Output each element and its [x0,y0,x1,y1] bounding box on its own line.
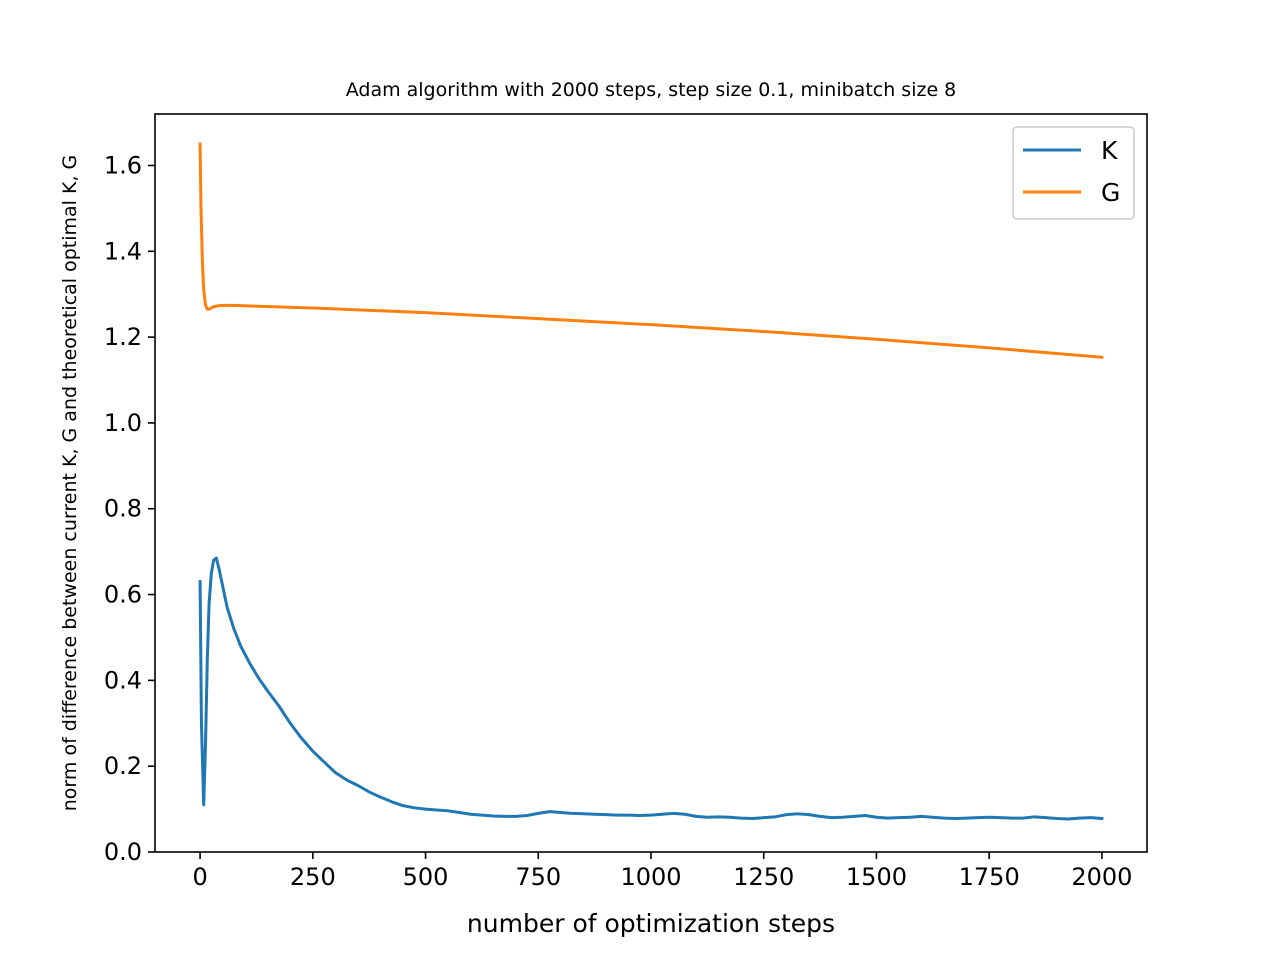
y-tick-label: 1.2 [104,323,142,351]
x-tick-label: 500 [403,863,449,891]
x-axis-label: number of optimization steps [467,909,835,938]
x-tick-label: 250 [290,863,336,891]
y-tick-label: 0.2 [104,752,142,780]
y-tick-label: 1.6 [104,151,142,179]
x-tick-label: 1250 [733,863,794,891]
y-tick-label: 1.0 [104,409,142,437]
y-tick-label: 0.4 [104,666,142,694]
plot-area [198,142,1104,821]
y-tick-label: 1.4 [104,237,142,265]
x-tick-label: 2000 [1071,863,1132,891]
y-tick-label: 0.6 [104,581,142,609]
x-tick-label: 750 [515,863,561,891]
legend-label-k: K [1101,136,1118,165]
x-tick-label: 1750 [959,863,1020,891]
x-tick-label: 1000 [620,863,681,891]
y-axis-label: norm of difference between current K, G … [59,155,81,812]
x-tick-label: 0 [192,863,207,891]
chart-title: Adam algorithm with 2000 steps, step siz… [346,79,957,101]
y-axis: 0.0 0.2 0.4 0.6 0.8 1.0 1.2 1.4 1.6 [104,151,155,866]
legend-label-g: G [1101,178,1120,207]
series-line-g [198,142,1104,359]
series-line-k [198,556,1104,821]
legend: KG [1012,126,1135,220]
y-tick-label: 0.0 [104,838,142,866]
x-tick-label: 1500 [846,863,907,891]
x-axis: 0 250 500 750 1000 1250 1500 1750 2000 [192,852,1132,891]
y-tick-label: 0.8 [104,495,142,523]
